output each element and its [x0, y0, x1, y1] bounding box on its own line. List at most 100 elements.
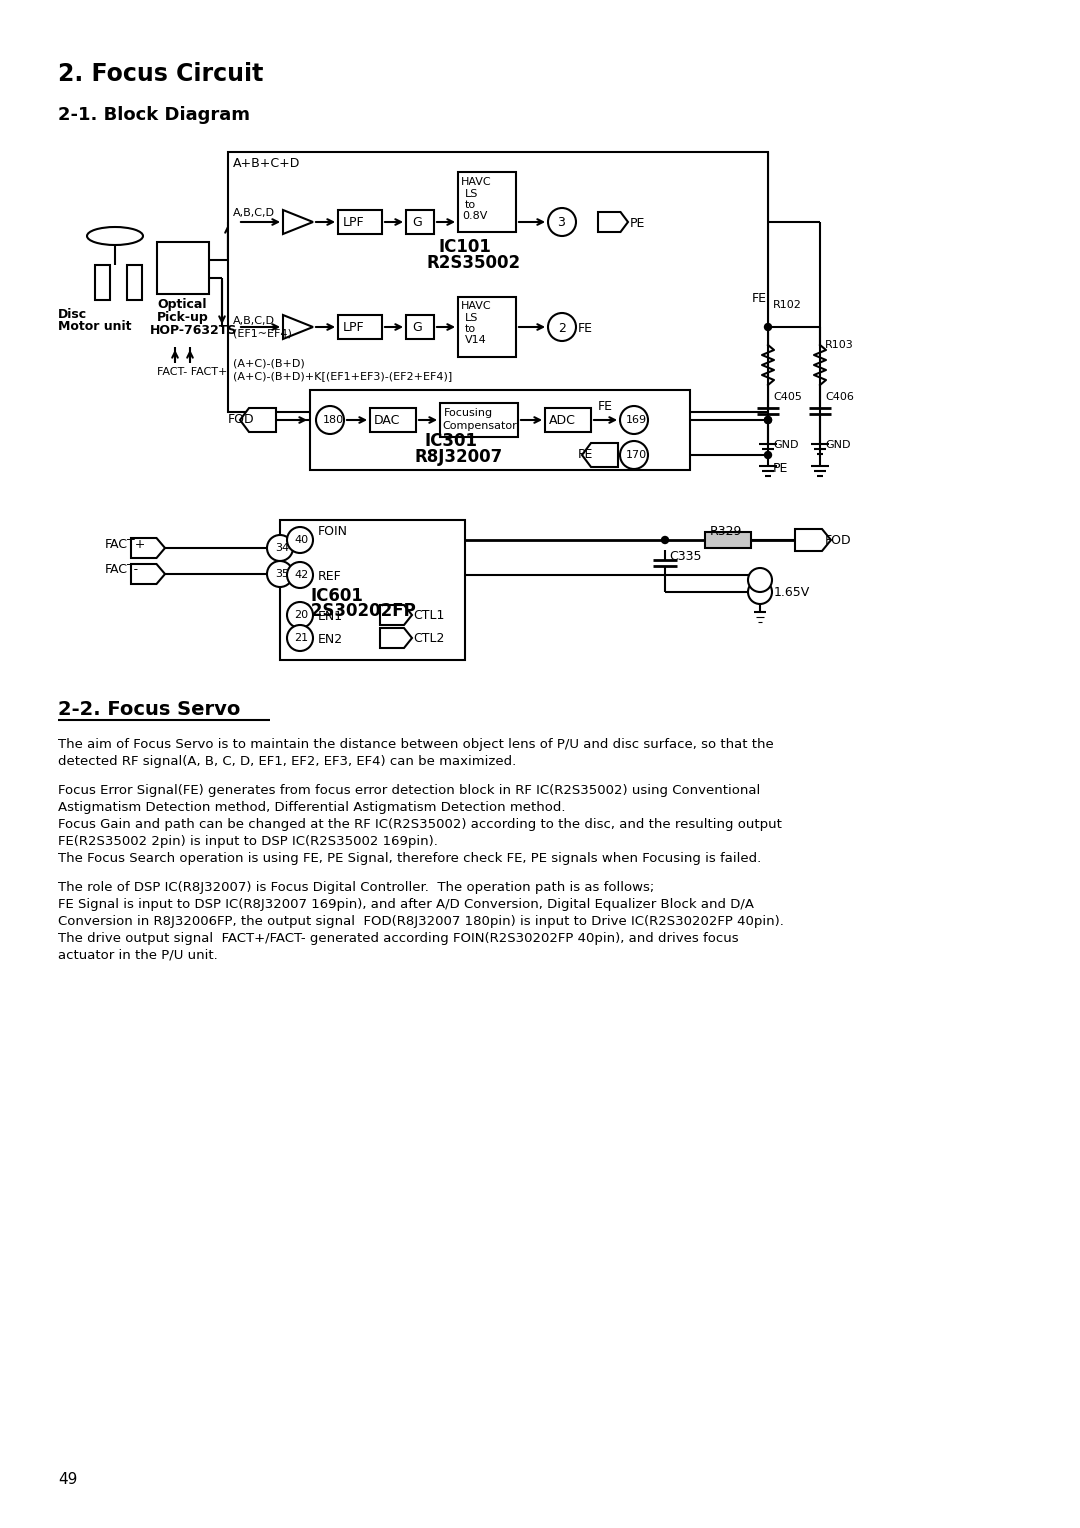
Polygon shape: [283, 209, 313, 234]
Text: 2-1. Block Diagram: 2-1. Block Diagram: [58, 105, 249, 124]
Bar: [370, 408, 416, 432]
Text: PE: PE: [578, 448, 593, 461]
Bar: [157, 241, 210, 293]
Text: actuator in the P/U unit.: actuator in the P/U unit.: [58, 949, 218, 963]
Text: 2. Focus Circuit: 2. Focus Circuit: [58, 63, 264, 86]
Text: EN2: EN2: [318, 633, 343, 646]
Circle shape: [620, 442, 648, 469]
Text: The aim of Focus Servo is to maintain the distance between object lens of P/U an: The aim of Focus Servo is to maintain th…: [58, 738, 773, 750]
Text: G: G: [411, 215, 422, 229]
Bar: [545, 408, 591, 432]
Bar: [310, 390, 690, 471]
Bar: [458, 173, 516, 232]
Text: C335: C335: [669, 550, 702, 562]
Text: Compensator: Compensator: [442, 422, 516, 431]
Circle shape: [316, 406, 345, 434]
Text: 49: 49: [58, 1471, 78, 1487]
Text: 20: 20: [294, 610, 308, 620]
Text: The Focus Search operation is using FE, PE Signal, therefore check FE, PE signal: The Focus Search operation is using FE, …: [58, 853, 761, 865]
Polygon shape: [283, 315, 313, 339]
Text: R2S30202FP: R2S30202FP: [298, 602, 416, 620]
Text: ADC: ADC: [549, 414, 576, 426]
Text: C405: C405: [773, 393, 801, 402]
Bar: [705, 532, 751, 549]
Text: FACT- FACT+: FACT- FACT+: [157, 367, 228, 377]
Text: 180: 180: [323, 416, 345, 425]
Text: EN1: EN1: [318, 610, 343, 623]
Circle shape: [765, 417, 771, 423]
Text: GND: GND: [773, 440, 798, 451]
Circle shape: [267, 535, 293, 561]
Circle shape: [765, 417, 771, 423]
Circle shape: [548, 313, 576, 341]
Text: FE: FE: [752, 292, 767, 306]
Text: R2S35002: R2S35002: [426, 254, 521, 272]
Bar: [406, 315, 434, 339]
Bar: [127, 264, 141, 299]
Text: R102: R102: [773, 299, 801, 310]
Text: A+B+C+D: A+B+C+D: [233, 157, 300, 170]
Bar: [458, 296, 516, 358]
Text: R8J32007: R8J32007: [415, 448, 503, 466]
Bar: [95, 264, 110, 299]
Text: FOIN: FOIN: [318, 526, 348, 538]
Text: Conversion in R8J32006FP, the output signal  FOD(R8J32007 180pin) is input to Dr: Conversion in R8J32006FP, the output sig…: [58, 915, 784, 927]
Text: HAVC: HAVC: [461, 177, 491, 186]
Text: The drive output signal  FACT+/FACT- generated according FOIN(R2S30202FP 40pin),: The drive output signal FACT+/FACT- gene…: [58, 932, 739, 944]
Text: HAVC: HAVC: [461, 301, 491, 312]
Text: IC601: IC601: [310, 587, 363, 605]
Polygon shape: [131, 538, 165, 558]
Polygon shape: [582, 443, 618, 468]
Text: Motor unit: Motor unit: [58, 319, 132, 333]
Text: FE Signal is input to DSP IC(R8J32007 169pin), and after A/D Conversion, Digital: FE Signal is input to DSP IC(R8J32007 16…: [58, 898, 754, 911]
Bar: [228, 151, 768, 413]
Text: DAC: DAC: [374, 414, 401, 426]
Polygon shape: [380, 628, 411, 648]
Text: FACT-: FACT-: [105, 562, 139, 576]
Circle shape: [548, 208, 576, 235]
Text: A,B,C,D: A,B,C,D: [233, 208, 275, 219]
Text: CTL1: CTL1: [413, 610, 444, 622]
Text: The role of DSP IC(R8J32007) is Focus Digital Controller.  The operation path is: The role of DSP IC(R8J32007) is Focus Di…: [58, 882, 654, 894]
Text: FACT+: FACT+: [105, 538, 147, 552]
Text: FE: FE: [598, 400, 613, 413]
Circle shape: [287, 602, 313, 628]
Text: Focus Gain and path can be changed at the RF IC(R2S35002) according to the disc,: Focus Gain and path can be changed at th…: [58, 817, 782, 831]
Circle shape: [287, 527, 313, 553]
Text: 3: 3: [557, 215, 565, 229]
Circle shape: [287, 625, 313, 651]
Text: 1.65V: 1.65V: [774, 587, 810, 599]
Text: A,B,C,D: A,B,C,D: [233, 316, 275, 325]
Text: C406: C406: [825, 393, 854, 402]
Text: GND: GND: [825, 440, 851, 451]
Text: IC101: IC101: [438, 238, 491, 257]
Text: FE: FE: [578, 322, 593, 335]
Ellipse shape: [87, 228, 143, 244]
Circle shape: [748, 568, 772, 591]
Circle shape: [765, 451, 771, 458]
Text: LS: LS: [465, 313, 478, 322]
Text: 169: 169: [626, 416, 647, 425]
Polygon shape: [131, 564, 165, 584]
Text: 40: 40: [294, 535, 308, 545]
Text: (A+C)-(B+D): (A+C)-(B+D): [233, 358, 305, 368]
Text: CTL2: CTL2: [413, 633, 444, 645]
Text: to: to: [465, 200, 476, 209]
Text: HOP-7632TS: HOP-7632TS: [150, 324, 238, 338]
Text: FOD: FOD: [228, 413, 255, 426]
Text: 170: 170: [626, 451, 647, 460]
Circle shape: [287, 562, 313, 588]
Text: 35: 35: [275, 568, 289, 579]
Text: Pick-up: Pick-up: [157, 312, 208, 324]
Text: 34: 34: [275, 542, 289, 553]
Text: Focus Error Signal(FE) generates from focus error detection block in RF IC(R2S35: Focus Error Signal(FE) generates from fo…: [58, 784, 760, 798]
Text: FOD: FOD: [825, 533, 852, 547]
Text: (EF1~EF4): (EF1~EF4): [233, 329, 292, 338]
Text: PE: PE: [630, 217, 646, 231]
Bar: [440, 403, 518, 437]
Bar: [338, 315, 382, 339]
Text: IC301: IC301: [426, 432, 478, 451]
Circle shape: [267, 561, 293, 587]
Bar: [280, 520, 465, 660]
Text: R329: R329: [710, 526, 742, 538]
